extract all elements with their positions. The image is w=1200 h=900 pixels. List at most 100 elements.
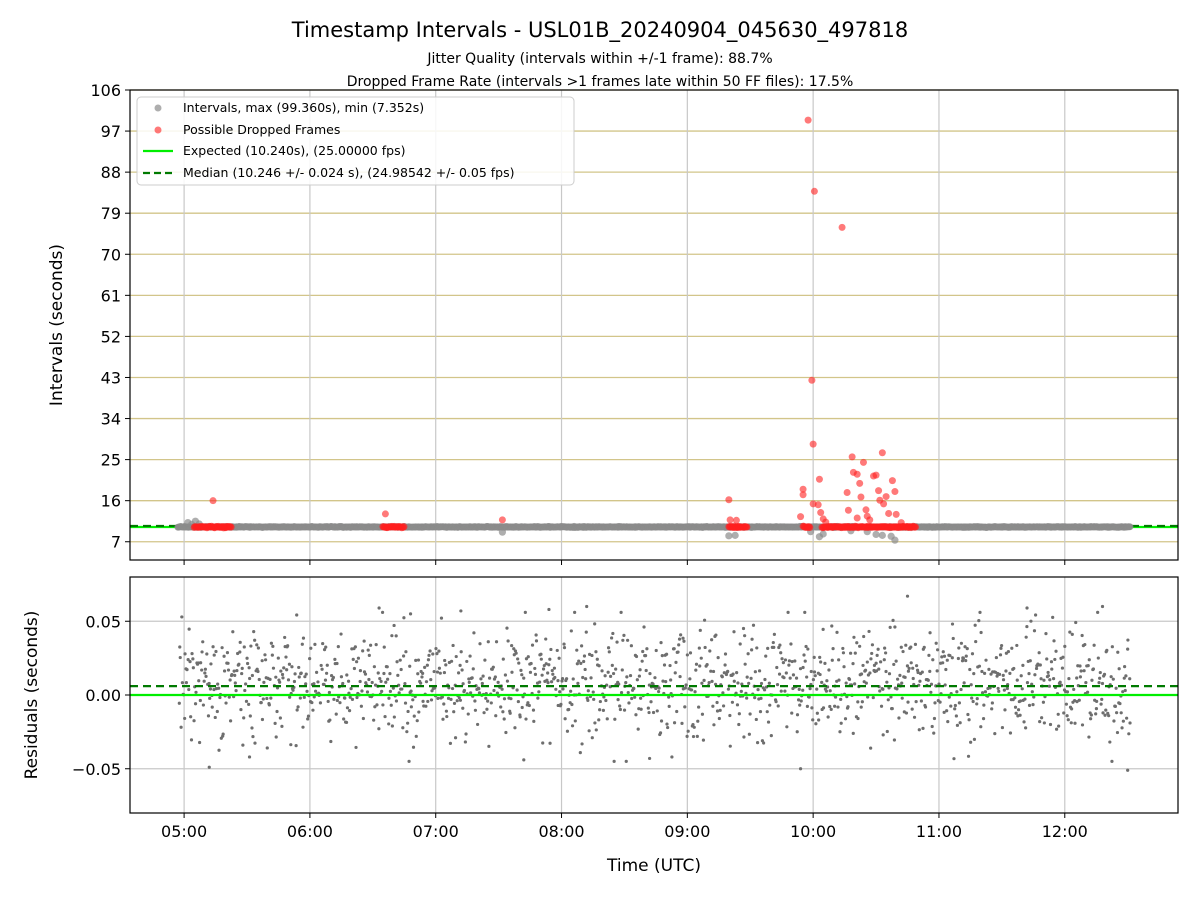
residual-point <box>370 680 374 685</box>
residual-point <box>262 680 266 684</box>
residual-point <box>677 643 681 647</box>
residual-point <box>688 677 692 681</box>
residual-point <box>683 686 687 690</box>
residual-point <box>881 687 885 691</box>
residual-point <box>711 704 715 708</box>
residual-point <box>759 696 763 700</box>
residual-point <box>320 667 324 671</box>
residual-point <box>388 672 392 676</box>
residual-point <box>710 679 714 683</box>
interval-point <box>176 523 184 531</box>
residual-point <box>651 710 656 715</box>
residual-point <box>1038 663 1042 667</box>
residual-point <box>403 701 408 705</box>
residual-point <box>179 725 183 729</box>
residual-point <box>829 707 833 711</box>
residual-point <box>515 688 519 692</box>
residual-point <box>205 652 209 656</box>
residual-point <box>735 670 739 675</box>
residual-point <box>463 740 467 744</box>
residual-point <box>949 704 953 708</box>
interval-point <box>1126 523 1134 531</box>
residual-point <box>894 659 898 663</box>
residual-point <box>338 701 342 705</box>
residual-point <box>227 695 231 699</box>
residual-point <box>808 686 812 691</box>
residual-point <box>1078 675 1082 679</box>
legend-box <box>136 96 575 186</box>
residual-point <box>780 657 784 661</box>
residual-point <box>470 676 474 680</box>
residual-point <box>653 676 657 680</box>
residual-point <box>443 658 447 663</box>
residual-point <box>281 676 285 680</box>
dropped-frame-point <box>810 187 818 195</box>
residual-point <box>990 707 994 711</box>
dropped-frame-point <box>857 493 865 501</box>
residual-point <box>739 689 743 694</box>
residual-point <box>675 709 679 714</box>
residual-point <box>539 657 543 661</box>
residual-point <box>737 712 741 716</box>
residual-point <box>1108 740 1112 744</box>
residual-point <box>916 670 920 675</box>
residual-point <box>892 738 897 742</box>
residual-point <box>755 646 759 650</box>
residual-point <box>921 726 925 730</box>
residual-point <box>247 666 251 670</box>
residual-point <box>550 668 554 673</box>
residual-point <box>268 677 272 681</box>
residual-point <box>647 756 652 761</box>
residual-point <box>575 662 579 666</box>
residual-point <box>546 671 550 675</box>
residual-point <box>390 634 394 638</box>
residual-point <box>753 670 757 674</box>
residual-point <box>398 658 402 662</box>
residual-point <box>291 688 295 692</box>
residual-point <box>805 704 809 708</box>
x-tick-label: 11:00 <box>916 822 962 841</box>
residual-point <box>355 660 359 664</box>
residual-point <box>1065 690 1070 694</box>
residual-point <box>517 661 521 665</box>
residual-point <box>244 699 249 703</box>
residual-point <box>813 674 817 678</box>
residual-point <box>406 709 410 714</box>
residual-point <box>1050 667 1054 671</box>
residual-point <box>533 666 537 671</box>
residual-point <box>208 687 213 691</box>
residual-point <box>449 697 453 701</box>
residual-point <box>998 653 1003 657</box>
residual-point <box>456 671 461 675</box>
residual-point <box>369 643 373 647</box>
residual-point <box>886 698 890 702</box>
residual-point <box>351 657 355 661</box>
residual-point <box>1025 624 1029 629</box>
residual-point <box>580 644 584 648</box>
residual-point <box>909 661 913 665</box>
residual-point <box>833 695 838 699</box>
residual-point <box>968 667 972 672</box>
residual-point <box>395 660 399 664</box>
residual-point <box>416 672 420 676</box>
residual-point <box>593 721 597 725</box>
residual-point <box>724 672 729 677</box>
residual-point <box>798 667 803 671</box>
residual-point <box>659 719 664 723</box>
residual-point <box>642 625 646 629</box>
residual-point <box>1101 711 1105 715</box>
residual-point <box>324 645 328 649</box>
intervals-y-tick-label: 34 <box>101 410 121 429</box>
dropped-frame-point <box>912 523 920 531</box>
residual-point <box>402 616 406 620</box>
residual-point <box>802 653 806 657</box>
residual-point <box>610 663 614 667</box>
residual-point <box>420 675 424 679</box>
residual-point <box>634 654 639 659</box>
residual-point <box>192 719 196 723</box>
residual-point <box>458 663 462 667</box>
residual-point <box>468 654 472 658</box>
residual-point <box>224 701 228 705</box>
residual-point <box>232 669 236 673</box>
residual-point <box>247 755 252 759</box>
